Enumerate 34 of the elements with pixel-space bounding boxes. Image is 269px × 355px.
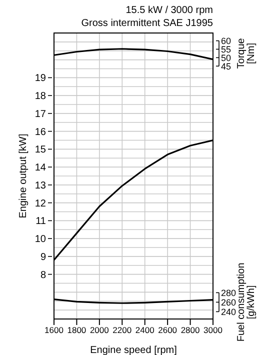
y-tick-label: 11 [36, 216, 46, 228]
y2-tick-label: 45 [221, 61, 232, 72]
x-tick-label: 2000 [90, 325, 110, 336]
x-tick-label: 2400 [135, 325, 155, 336]
y-tick-label: 15 [34, 144, 46, 156]
y-tick-label: 18 [34, 91, 46, 102]
x-tick-label: 2800 [180, 325, 200, 336]
y2-tick-label: 50 [221, 52, 232, 63]
x-tick-label: 3000 [204, 325, 223, 336]
y-tick-label: 9 [40, 252, 46, 263]
y2-tick-label: 60 [221, 36, 232, 46]
y3-axis-title: Fuel consumption [g/kWh] [236, 262, 257, 342]
x-tick-label: 1800 [67, 325, 86, 336]
y3-tick-label: 240 [221, 306, 236, 317]
y-tick-label: 13 [34, 180, 46, 192]
y3-tick-label: 260 [221, 297, 236, 308]
y2-axis-title: Torque [Nm] [236, 38, 257, 69]
y-tick-label: 14 [34, 162, 46, 174]
chart-subtitle: Gross intermittent SAE J1995 [81, 18, 214, 29]
x-tick-label: 2200 [112, 325, 132, 336]
x-tick-label: 1600 [44, 325, 64, 336]
y2-tick-label: 55 [221, 44, 232, 54]
chart-title: 15.5 kW / 3000 rpm [126, 5, 213, 16]
y-tick-label: 12 [34, 198, 46, 210]
y-tick-label: 10 [34, 234, 46, 246]
x-tick-label: 2600 [158, 325, 178, 336]
y-axis-title: Engine output [kW] [18, 134, 29, 218]
line-series [54, 139, 213, 261]
y-tick-label: 16 [34, 126, 46, 138]
x-axis-title: Engine speed [rpm] [90, 345, 178, 355]
y-tick-label: 17 [34, 108, 46, 120]
y-tick-label: 19 [34, 73, 46, 84]
y-tick-label: 8 [40, 270, 46, 281]
y3-tick-label: 280 [221, 288, 236, 298]
